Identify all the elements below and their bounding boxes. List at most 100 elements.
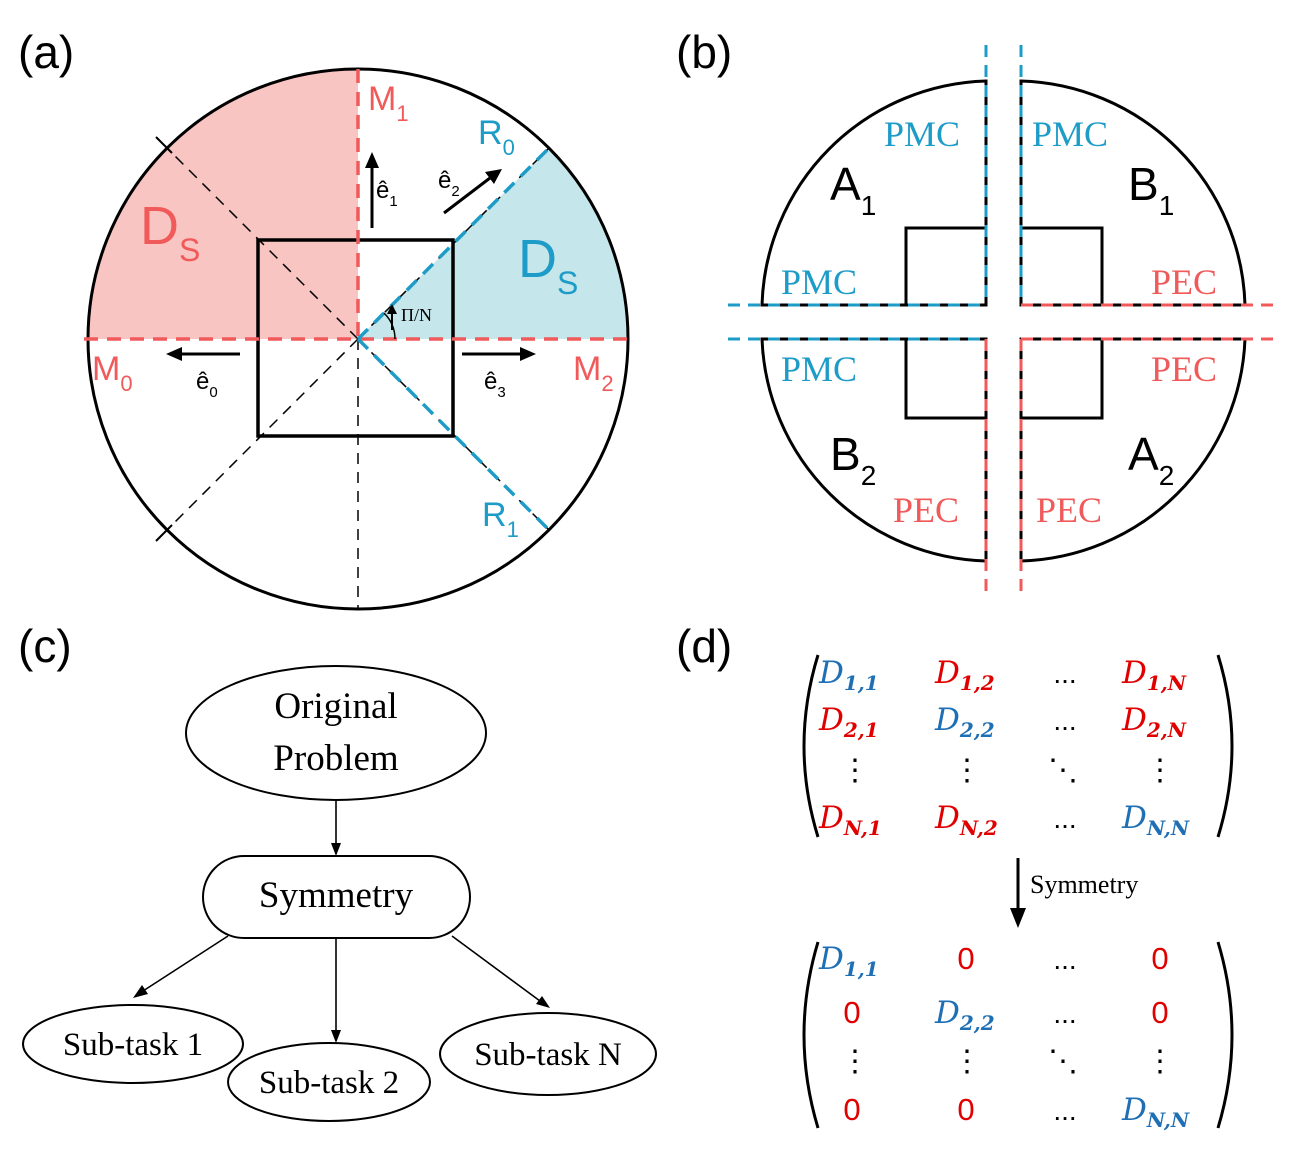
arrow-head-icon [133,985,148,998]
angle-arrow-icon [387,304,397,314]
ds-left-label: DS [140,196,200,268]
matrix-entry: DN,N [1121,1092,1190,1132]
bottom-matrix-zeros: 0 0 0 0 0 0 [843,941,1168,1127]
subtask-2-text: Sub-task 2 [259,1065,399,1101]
pec-label: PEC [893,490,959,530]
dots: ... [1053,658,1076,689]
e2-label: ê2 [438,167,460,200]
matrix-entry: D2,1 [818,702,879,742]
subtask-2-node [227,1042,431,1122]
pmc-label: PMC [884,114,960,154]
b1-label: B1 [1128,158,1174,221]
panel-b: (b) A1 B1 B2 A2 [676,26,1280,598]
a2-label: A2 [1128,428,1174,491]
panel-a: (a) [18,26,632,611]
bottom-left-paren [802,941,820,1129]
subtask-1-text: Sub-task 1 [63,1027,203,1063]
ds-right-label: DS [518,229,578,301]
symmetry-arrow: Symmetry [1010,858,1138,928]
arrow-head-icon [485,169,502,184]
pmc-label: PMC [781,262,857,302]
zero-entry: 0 [1151,995,1168,1030]
matrix-entry: D2,2 [934,702,995,742]
dots: ... [1053,944,1076,975]
quadrant-b1 [1019,79,1247,307]
bottom-matrix-dots: ... ... ... ⋮ ⋮ ⋮ ⋱ [840,944,1175,1126]
bottom-matrix: D1,1 D2,2 DN,N [818,941,1190,1132]
matrix-entry: D1,1 [818,655,879,695]
angle-arc [383,312,396,340]
b2-label: B2 [830,428,876,491]
top-left-paren [802,654,820,838]
circle-ticks [155,136,558,542]
arrow-head-icon [536,996,550,1008]
top-right-paren [1216,654,1234,838]
e0-label: ê0 [196,368,218,401]
panel-b-label: (b) [676,26,732,78]
m2-label: M2 [573,350,614,396]
ds-right-region [358,148,629,339]
arrow-head-icon [520,347,536,361]
arrow-head-icon [166,347,182,361]
boundary-labels: PMC PMC PMC PMC PEC PEC PEC PEC [781,114,1217,530]
m0-label: M0 [92,350,133,396]
panel-c: (c) Original Problem Symmetry Sub-task 1… [18,620,657,1122]
angle-label: Π/N [401,305,432,325]
e1-label: ê1 [376,177,398,210]
arrow-head-icon [331,1030,341,1043]
basis-arrows [166,152,536,361]
matrix-entry: D2,N [1121,702,1187,742]
top-matrix: D1,1 D1,2 D1,N D2,1 D2,2 D2,N DN,1 DN,2 … [818,655,1190,840]
matrix-parentheses [802,654,1234,1129]
dots: ... [1053,705,1076,736]
matrix-entry: D2,2 [934,995,995,1035]
original-line2: Problem [273,738,399,779]
pec-label: PEC [1151,349,1217,389]
quadrant-a2 [1019,337,1247,563]
a1-label: A1 [830,158,876,221]
pec-label: PEC [1036,490,1102,530]
matrix-entry: D1,2 [934,655,995,695]
r0-label: R0 [478,114,515,160]
boundary-lines [728,45,1280,598]
vdots: ⋮ [952,754,982,787]
pec-label: PEC [1151,262,1217,302]
ddots: ⋱ [1048,1045,1078,1078]
symmetry-text: Symmetry [259,875,414,916]
dots: ... [1053,1095,1076,1126]
flow-arrows [133,800,550,1043]
r1-label: R1 [482,496,519,542]
vdots: ⋮ [952,1045,982,1078]
vdots: ⋮ [1145,1045,1175,1078]
matrix-entry: DN,2 [934,800,998,840]
arrow-head-icon [331,843,341,856]
zero-entry: 0 [843,1092,860,1127]
zero-entry: 0 [957,941,974,976]
panel-c-label: (c) [18,620,72,672]
matrix-entry: D1,N [1121,655,1187,695]
dots: ... [1053,998,1076,1029]
top-matrix-dots: ... ... ... ⋮ ⋮ ⋮ ⋱ [840,658,1175,834]
arrow-head-icon [1010,908,1026,928]
pmc-label: PMC [781,349,857,389]
panel-d: (d) D1,1 D1,2 D1,N D2,1 D2,2 D2,N DN,1 D… [676,620,1234,1132]
zero-entry: 0 [957,1092,974,1127]
panel-a-label: (a) [18,26,74,78]
vdots: ⋮ [840,1045,870,1078]
pmc-label: PMC [1032,114,1108,154]
bottom-right-paren [1216,941,1234,1129]
vdots: ⋮ [840,754,870,787]
subtask-n-text: Sub-task N [474,1037,622,1073]
vdots: ⋮ [1145,754,1175,787]
e3-label: ê3 [484,368,506,401]
zero-entry: 0 [843,995,860,1030]
dots: ... [1053,803,1076,834]
ddots: ⋱ [1048,754,1078,787]
matrix-entry: DN,1 [818,800,882,840]
symmetry-arrow-label: Symmetry [1030,870,1138,899]
panel-d-label: (d) [676,620,732,672]
matrix-entry: D1,1 [818,941,879,981]
m1-label: M1 [368,80,409,126]
quadrant-a1 [760,79,988,307]
